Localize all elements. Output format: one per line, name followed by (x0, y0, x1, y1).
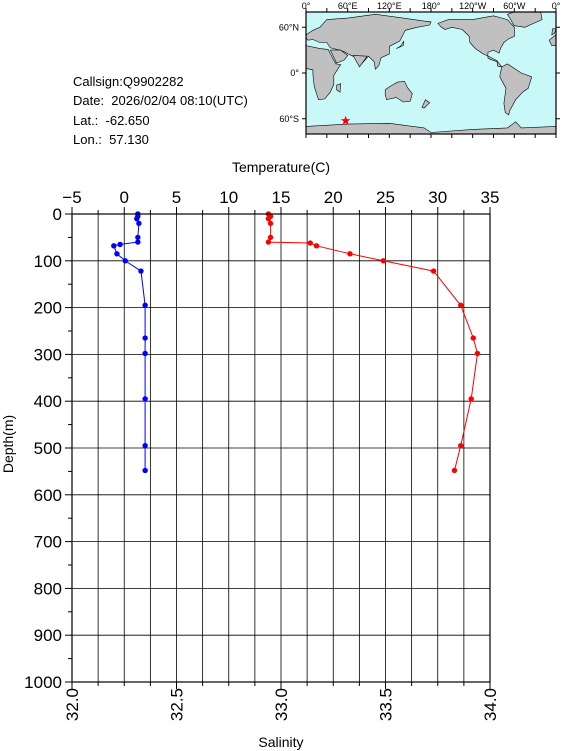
salinity-data-point (265, 239, 272, 245)
longitude-text: Lon.: 57.130 (73, 131, 149, 147)
map-lon-label: 0° (302, 1, 311, 11)
temperature-tick-label: 10 (219, 188, 238, 207)
temperature-tick-label: 0 (120, 188, 129, 207)
salinity-data-point (307, 240, 313, 246)
temperature-axis-label: Temperature(C) (232, 159, 330, 175)
salinity-data-point (451, 467, 458, 474)
callsign-text: Callsign:Q9902282 (73, 74, 184, 89)
temperature-data-point (136, 220, 142, 227)
temperature-tick-label: 25 (376, 188, 395, 207)
map-lat-label: 60°N (279, 22, 299, 32)
salinity-data-point (468, 396, 474, 402)
salinity-tick-label: 32.5 (168, 688, 187, 721)
depth-tick-label: 400 (34, 392, 62, 411)
temperature-data-point (142, 350, 148, 357)
temperature-data-point (117, 241, 123, 248)
temperature-data-point (122, 258, 128, 264)
temperature-data-point (114, 251, 120, 257)
temperature-data-point (142, 467, 148, 474)
temperature-data-point (142, 302, 148, 308)
temperature-data-point (134, 215, 140, 222)
map-lon-label: 120°E (377, 1, 402, 11)
salinity-data-point (458, 302, 464, 308)
map-landmass (548, 34, 557, 46)
depth-tick-label: 300 (34, 345, 62, 364)
depth-tick-label: 700 (34, 533, 62, 552)
temperature-tick-label: −5 (62, 188, 81, 207)
salinity-tick-label: 33.0 (272, 688, 291, 721)
map-landmass (384, 81, 413, 103)
depth-tick-label: 100 (34, 252, 62, 271)
salinity-tick-label: 33.5 (377, 688, 396, 721)
temperature-data-point (111, 243, 117, 249)
salinity-data-point (380, 258, 387, 264)
temperature-data-point (142, 442, 148, 449)
latitude-text: Lat.: -62.650 (73, 112, 150, 128)
map-landmass (421, 99, 431, 109)
station-info: Callsign:Q9902282 Date: 2026/02/04 08:10(… (73, 72, 248, 149)
salinity-data-point (470, 335, 476, 341)
temperature-tick-label: 15 (272, 188, 291, 207)
salinity-profile-line (267, 213, 479, 471)
depth-tick-label: 0 (53, 205, 62, 224)
map-lon-label: 180° (422, 1, 441, 11)
map-landmass (437, 15, 515, 68)
map-lon-label: 60°W (503, 1, 526, 11)
salinity-data-point (267, 220, 274, 227)
chart-grid (71, 213, 491, 683)
salinity-data-point (474, 350, 481, 357)
world-map: 0° 60°E 120°E 180° 120°W 60°W 0° 60°N 0° 60°S (279, 1, 561, 138)
temperature-data-point (135, 239, 141, 245)
salinity-tick-label: 34.0 (481, 688, 500, 721)
salinity-data-point (430, 268, 437, 274)
salinity-data-point (458, 442, 464, 449)
map-lat-label: 60°S (279, 114, 299, 124)
salinity-data-point (313, 243, 320, 249)
depth-tick-label: 800 (34, 579, 62, 598)
map-landmass (352, 55, 368, 68)
depth-tick-label: 600 (34, 486, 62, 505)
map-landmass (396, 40, 405, 49)
temperature-tick-label: 20 (324, 188, 343, 207)
salinity-tick-label: 32.0 (63, 688, 82, 721)
temperature-data-point (138, 268, 144, 274)
salinity-data-point (347, 251, 353, 257)
map-landmass (305, 13, 432, 70)
map-lat-label: 0° (290, 68, 299, 78)
map-lon-label: 60°E (338, 1, 358, 11)
depth-tick-label: 200 (34, 299, 62, 318)
depth-tick-label: 900 (34, 626, 62, 645)
map-lon-label: 120°W (459, 1, 487, 11)
depth-tick-label: 500 (34, 439, 62, 458)
depth-axis-label: Depth(m) (0, 415, 16, 473)
map-landmass (305, 45, 342, 101)
temperature-tick-label: 5 (172, 188, 181, 207)
chart-series (111, 211, 481, 474)
date-text: Date: 2026/02/04 08:10(UTC) (73, 93, 248, 109)
temperature-tick-label: 35 (481, 188, 500, 207)
salinity-data-point (267, 234, 274, 241)
temperature-data-point (142, 396, 148, 402)
temperature-data-point (135, 234, 141, 241)
temperature-data-point (142, 335, 148, 341)
salinity-data-point (265, 215, 272, 222)
temperature-tick-label: 30 (428, 188, 447, 207)
depth-tick-label: 1000 (24, 673, 62, 692)
map-landmass (329, 49, 349, 64)
map-landmass (336, 83, 342, 93)
station-star-icon (340, 115, 351, 125)
map-landmass (499, 63, 533, 116)
map-lon-label: 0° (552, 1, 561, 11)
salinity-axis-label: Salinity (258, 734, 303, 750)
